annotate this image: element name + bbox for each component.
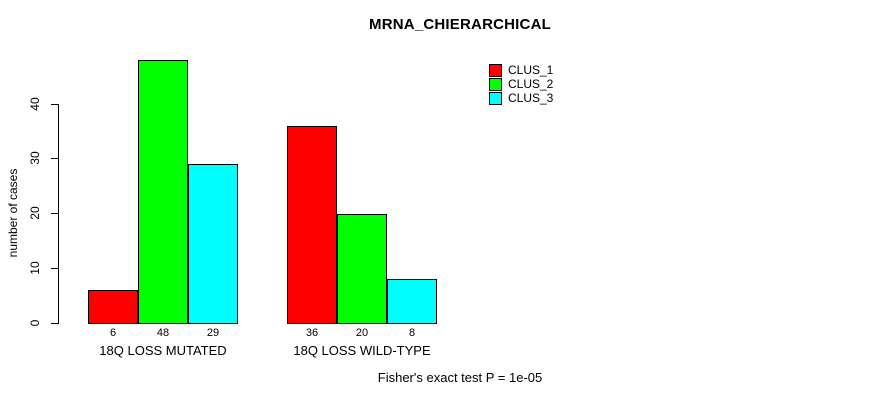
legend-item: CLUS_1 (489, 63, 553, 77)
bar-clus_2 (337, 214, 387, 324)
y-tick-label: 30 (28, 151, 42, 165)
category-label: 18Q LOSS WILD-TYPE (293, 343, 431, 358)
category-label: 18Q LOSS MUTATED (99, 343, 227, 358)
bar-clus_3 (188, 164, 238, 324)
bar-value-label: 20 (355, 327, 369, 339)
legend-swatch (489, 63, 502, 77)
legend-swatch (489, 91, 502, 105)
y-tick-label: 10 (28, 261, 42, 275)
legend: CLUS_1 CLUS_2 CLUS_3 (489, 63, 553, 105)
bar-clus_3 (387, 279, 437, 324)
legend-item: CLUS_3 (489, 91, 553, 105)
legend-label: CLUS_3 (508, 91, 554, 105)
bar-value-label: 36 (305, 327, 319, 339)
chart-title: MRNA_CHIERARCHICAL (369, 16, 551, 33)
y-tick-label: 20 (28, 206, 42, 220)
legend-label: CLUS_2 (508, 77, 554, 91)
y-tick (51, 323, 58, 324)
bar-value-label: 29 (206, 327, 220, 339)
y-tick-label: 0 (28, 319, 42, 327)
bar-value-label: 48 (156, 327, 170, 339)
legend-swatch (489, 77, 502, 91)
y-tick (51, 104, 58, 105)
y-axis-line (58, 104, 59, 324)
legend-item: CLUS_2 (489, 77, 553, 91)
bar-clus_1 (88, 290, 138, 324)
bar-value-label: 6 (109, 327, 117, 339)
bar-clus_2 (138, 60, 188, 324)
y-tick (51, 268, 58, 269)
annotation-text: Fisher's exact test P = 1e-05 (377, 370, 543, 385)
bar-clus_1 (287, 126, 337, 324)
y-tick (51, 213, 58, 214)
y-tick (51, 158, 58, 159)
legend-label: CLUS_1 (508, 63, 554, 77)
bar-value-label: 8 (408, 327, 416, 339)
y-tick-label: 40 (28, 97, 42, 111)
